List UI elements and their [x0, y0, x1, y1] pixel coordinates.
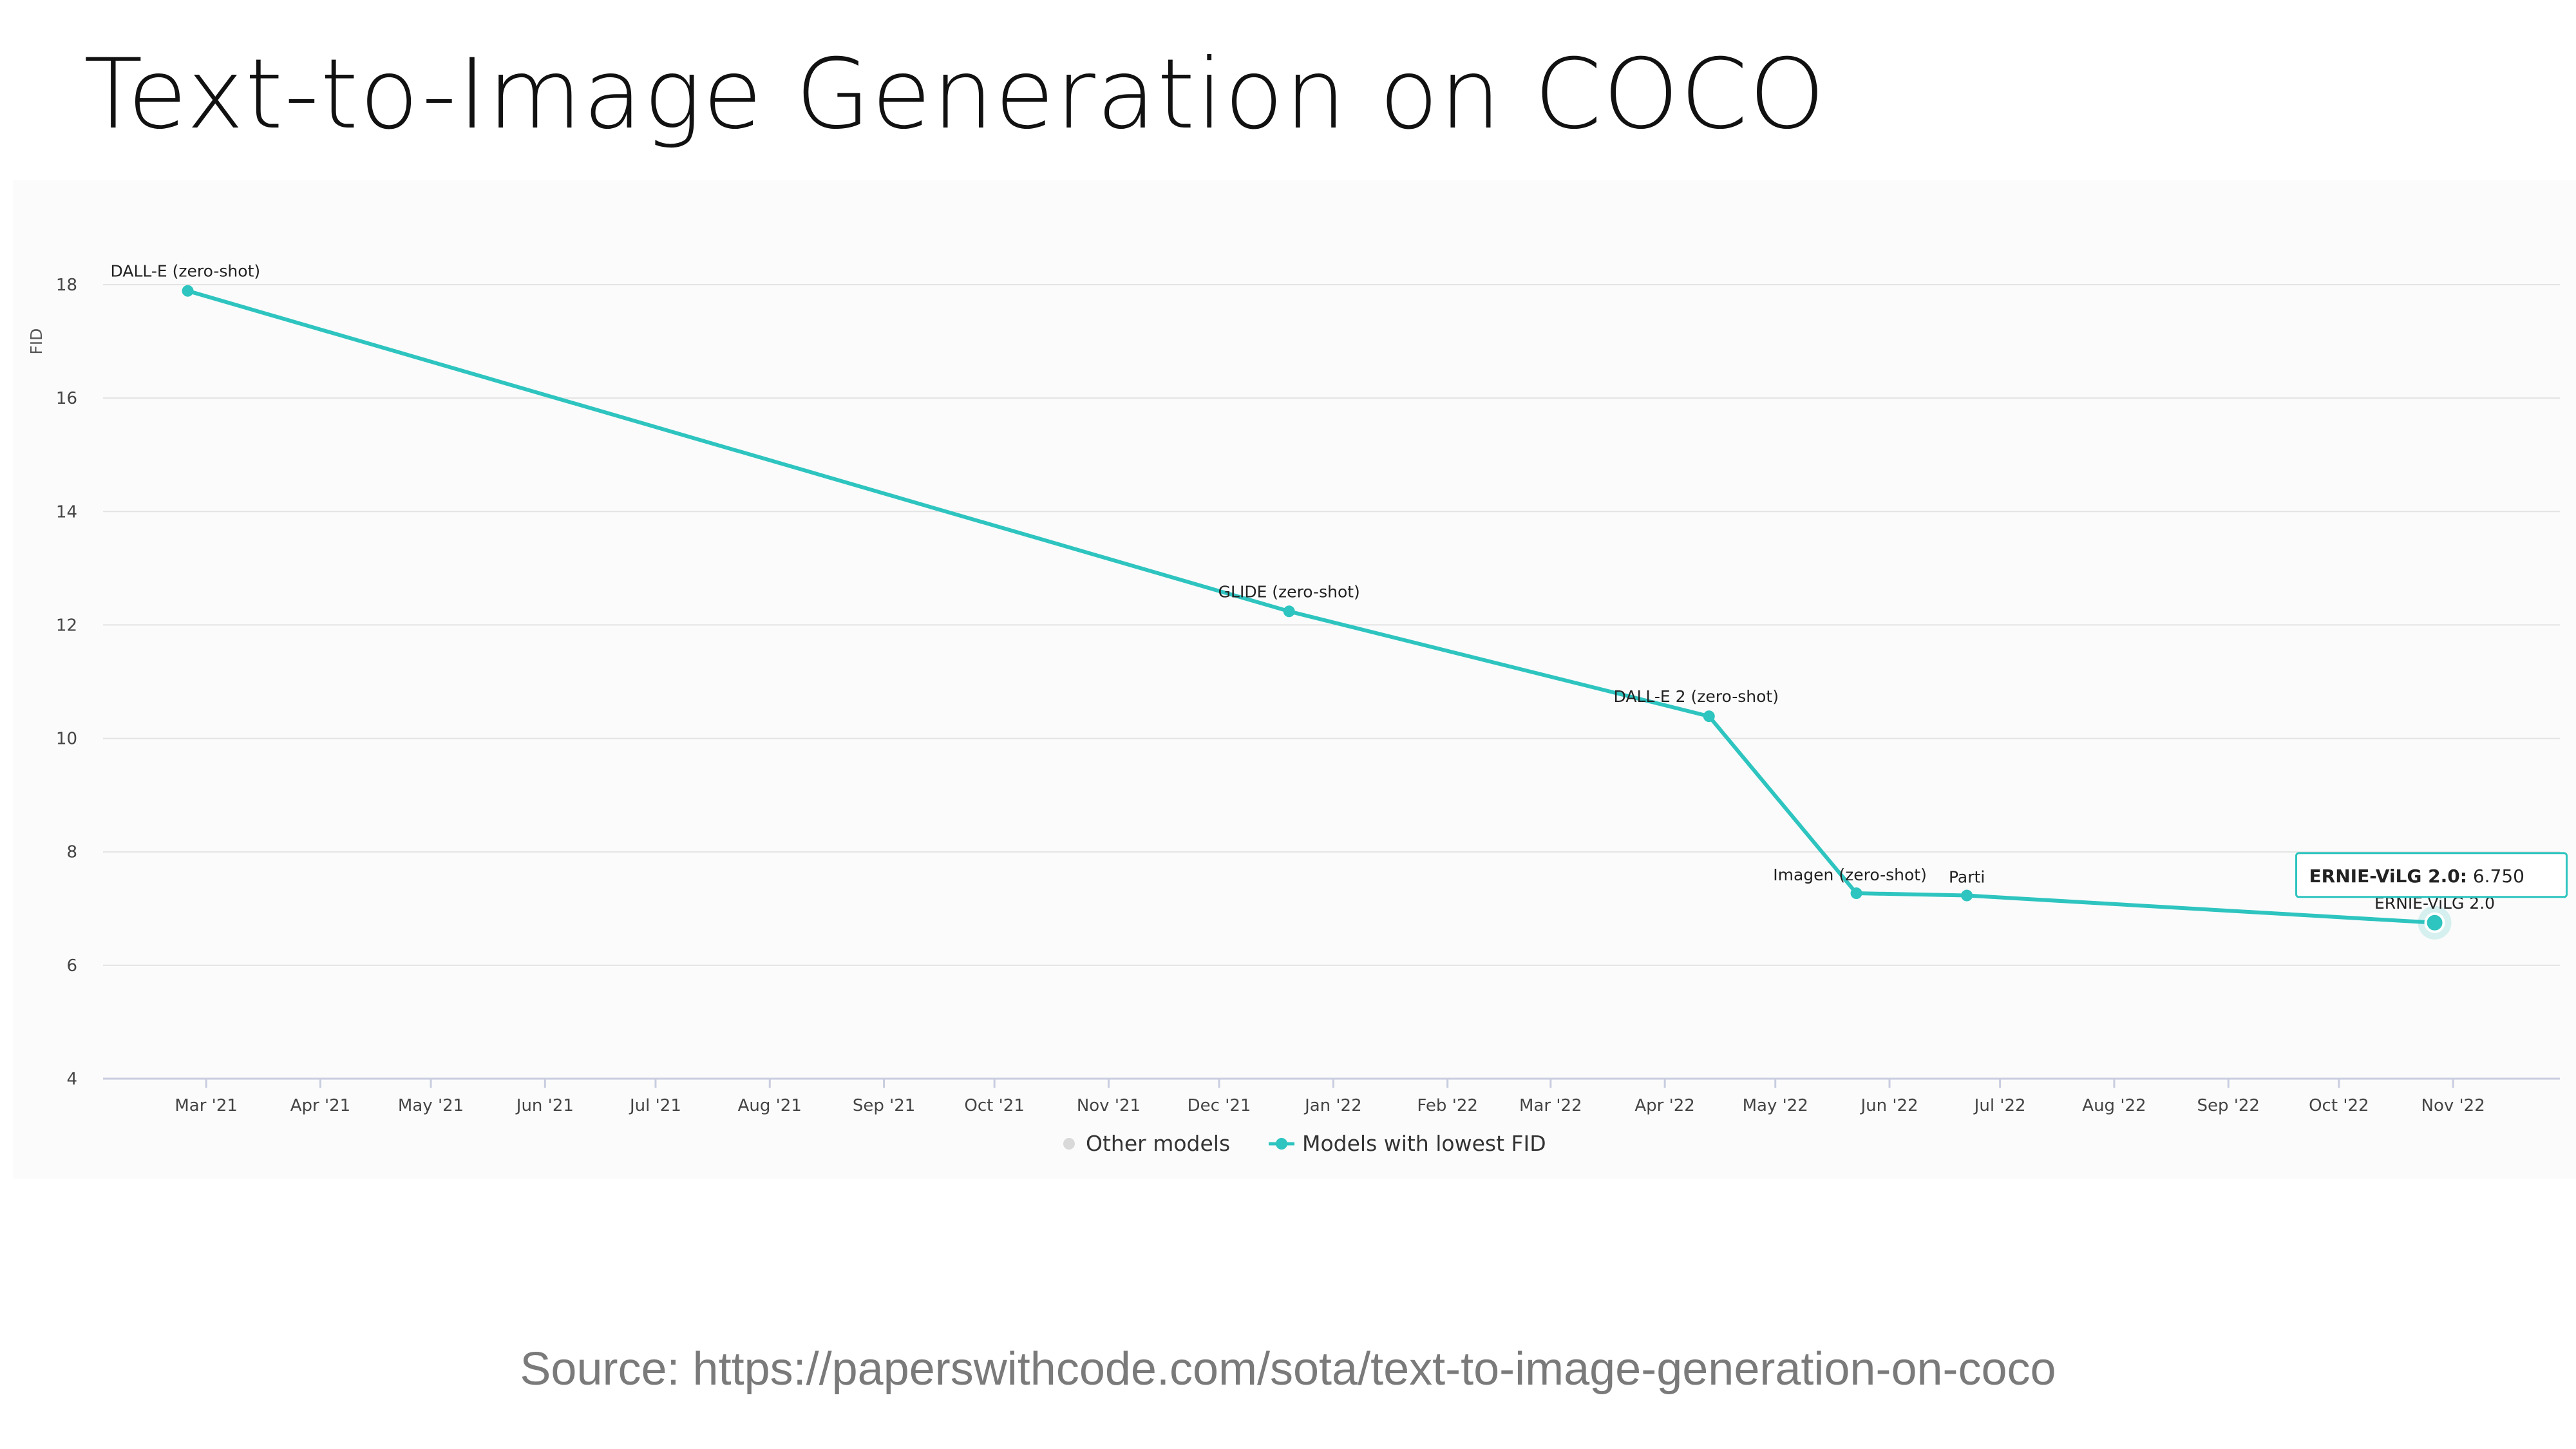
x-tick-label-may-22: May '22 — [1743, 1096, 1808, 1115]
y-axis-ticks: 4 6 8 10 12 14 16 18 — [56, 276, 77, 1089]
tooltip: ERNIE-ViLG 2.0: 6.750 — [2295, 852, 2568, 898]
y-tick-label-16: 16 — [56, 389, 77, 408]
legend-marker-models-with-lowest-fid — [1276, 1138, 1287, 1150]
y-tick-label-4: 4 — [66, 1070, 77, 1089]
point-label-glide-zero-shot: GLIDE (zero-shot) — [1218, 582, 1360, 601]
x-tick-label-nov-21: Nov '21 — [1077, 1096, 1141, 1115]
y-tick-label-18: 18 — [56, 276, 77, 295]
x-tick-label-aug-22: Aug '22 — [2082, 1096, 2146, 1115]
y-tick-label-10: 10 — [56, 730, 77, 749]
x-tick-label-aug-21: Aug '21 — [738, 1096, 802, 1115]
gridlines — [103, 284, 2560, 966]
point-label-imagen-zero-shot: Imagen (zero-shot) — [1773, 866, 1927, 884]
source-citation: Source: https://paperswithcode.com/sota/… — [520, 1343, 2056, 1395]
x-tick-label-jun-22: Jun '22 — [1859, 1096, 1918, 1115]
x-tick-label-nov-22: Nov '22 — [2421, 1096, 2485, 1115]
x-tick-label-may-21: May '21 — [398, 1096, 464, 1115]
tooltip-text: ERNIE-ViLG 2.0: 6.750 — [2309, 866, 2524, 887]
y-tick-label-14: 14 — [56, 502, 77, 522]
x-tick-label-jan-22: Jan '22 — [1303, 1096, 1362, 1115]
point-label-parti: Parti — [1949, 868, 1985, 887]
y-tick-label-6: 6 — [66, 956, 77, 976]
x-tick-label-apr-22: Apr '22 — [1634, 1096, 1694, 1115]
legend[interactable]: Other models Models with lowest FID — [1063, 1131, 1546, 1156]
x-tick-label-oct-22: Oct '22 — [2309, 1096, 2369, 1115]
x-tick-label-mar-21: Mar '21 — [175, 1096, 238, 1115]
x-tick-label-jul-22: Jul '22 — [1973, 1096, 2026, 1115]
x-tick-label-apr-21: Apr '21 — [290, 1096, 350, 1115]
x-tick-label-feb-22: Feb '22 — [1417, 1096, 1478, 1115]
point-glide-zero-shot[interactable] — [1283, 605, 1295, 618]
x-tick-label-sep-21: Sep '21 — [853, 1096, 916, 1115]
legend-label-other-models[interactable]: Other models — [1086, 1131, 1230, 1156]
point-label-dall-e-2-zero-shot: DALL-E 2 (zero-shot) — [1614, 687, 1779, 706]
y-tick-label-12: 12 — [56, 616, 77, 635]
chart-panel: 4 6 8 10 12 14 16 18 FID Mar '21 Apr '21 May '21 J… — [13, 180, 2576, 1179]
slide-title: Text-to-Image Generation on COCO — [84, 39, 1826, 151]
series-models-with-lowest-fid — [182, 285, 2452, 940]
x-tick-label-jun-21: Jun '21 — [515, 1096, 574, 1115]
y-tick-label-8: 8 — [66, 843, 77, 862]
tooltip-model-name: ERNIE-ViLG 2.0: — [2309, 866, 2467, 887]
point-dall-e-2-zero-shot[interactable] — [1703, 710, 1715, 723]
legend-label-models-with-lowest-fid[interactable]: Models with lowest FID — [1302, 1131, 1546, 1156]
y-axis-title: FID — [27, 328, 46, 355]
point-imagen-zero-shot[interactable] — [1850, 887, 1862, 900]
x-axis: Mar '21 Apr '21 May '21 Jun '21 Jul '21 Aug '… — [103, 1077, 2560, 1115]
x-tick-label-jul-21: Jul '21 — [629, 1096, 681, 1115]
point-dall-e-zero-shot[interactable] — [182, 285, 194, 297]
series-line-models-with-lowest-fid — [187, 289, 2435, 925]
x-tick-label-mar-22: Mar '22 — [1519, 1096, 1582, 1115]
x-tick-label-dec-21: Dec '21 — [1188, 1096, 1251, 1115]
point-ernie-vilg-2-0[interactable] — [2424, 912, 2445, 933]
tooltip-value: 6.750 — [2467, 866, 2524, 887]
point-labels: DALL-E (zero-shot) GLIDE (zero-shot) DALL-… — [111, 262, 2496, 913]
legend-marker-other-models — [1063, 1138, 1075, 1150]
x-tick-label-sep-22: Sep '22 — [2197, 1096, 2260, 1115]
x-tick-label-oct-21: Oct '21 — [964, 1096, 1024, 1115]
point-label-dall-e-zero-shot: DALL-E (zero-shot) — [111, 262, 261, 281]
point-parti[interactable] — [1961, 889, 1973, 902]
tooltip-box — [2295, 852, 2568, 898]
fid-line-chart: 4 6 8 10 12 14 16 18 FID Mar '21 Apr '21 May '21 J… — [27, 262, 2568, 1156]
